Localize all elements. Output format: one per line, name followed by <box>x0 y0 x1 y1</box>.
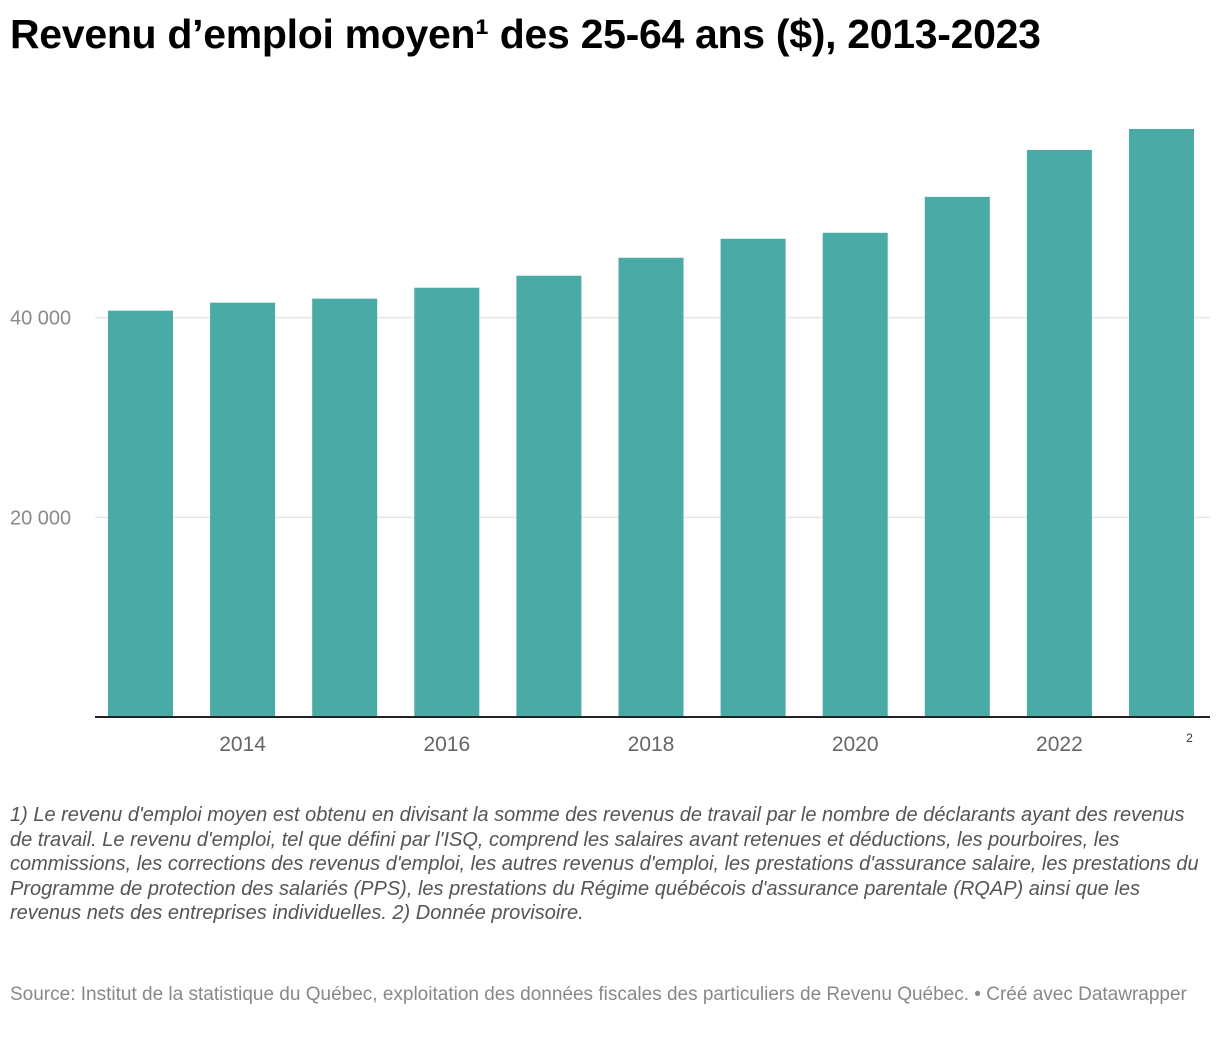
bar-annotation: 2 <box>1186 731 1193 745</box>
source-text: Source: Institut de la statistique du Qu… <box>10 984 987 1005</box>
bar <box>210 302 276 717</box>
bar <box>516 275 582 717</box>
bar <box>1026 149 1092 717</box>
bar <box>720 238 786 717</box>
source-line: Source: Institut de la statistique du Qu… <box>10 983 1210 1007</box>
bar <box>312 298 378 717</box>
bar <box>822 232 888 717</box>
x-tick-label: 2016 <box>423 733 470 756</box>
bar <box>618 257 684 717</box>
bar <box>924 196 990 717</box>
bar <box>108 310 173 717</box>
chart-svg: 20 000 40 000 2014 2016 2018 2020 2022 2 <box>10 128 1210 756</box>
y-tick-label: 20 000 <box>10 507 71 529</box>
x-tick-label: 2022 <box>1036 733 1083 756</box>
x-tick-label: 2014 <box>219 733 266 756</box>
x-tick-label: 2020 <box>832 733 879 756</box>
y-tick-label: 40 000 <box>10 308 71 330</box>
bar <box>414 287 480 717</box>
bar <box>1129 128 1194 717</box>
bar-chart: 20 000 40 000 2014 2016 2018 2020 2022 2 <box>0 90 1220 780</box>
footnotes: 1) Le revenu d'emploi moyen est obtenu e… <box>10 804 1199 924</box>
datawrapper-credit-link[interactable]: Créé avec Datawrapper <box>986 984 1187 1005</box>
x-tick-label: 2018 <box>628 733 675 756</box>
chart-title: Revenu d’emploi moyen¹ des 25-64 ans ($)… <box>10 11 1041 57</box>
